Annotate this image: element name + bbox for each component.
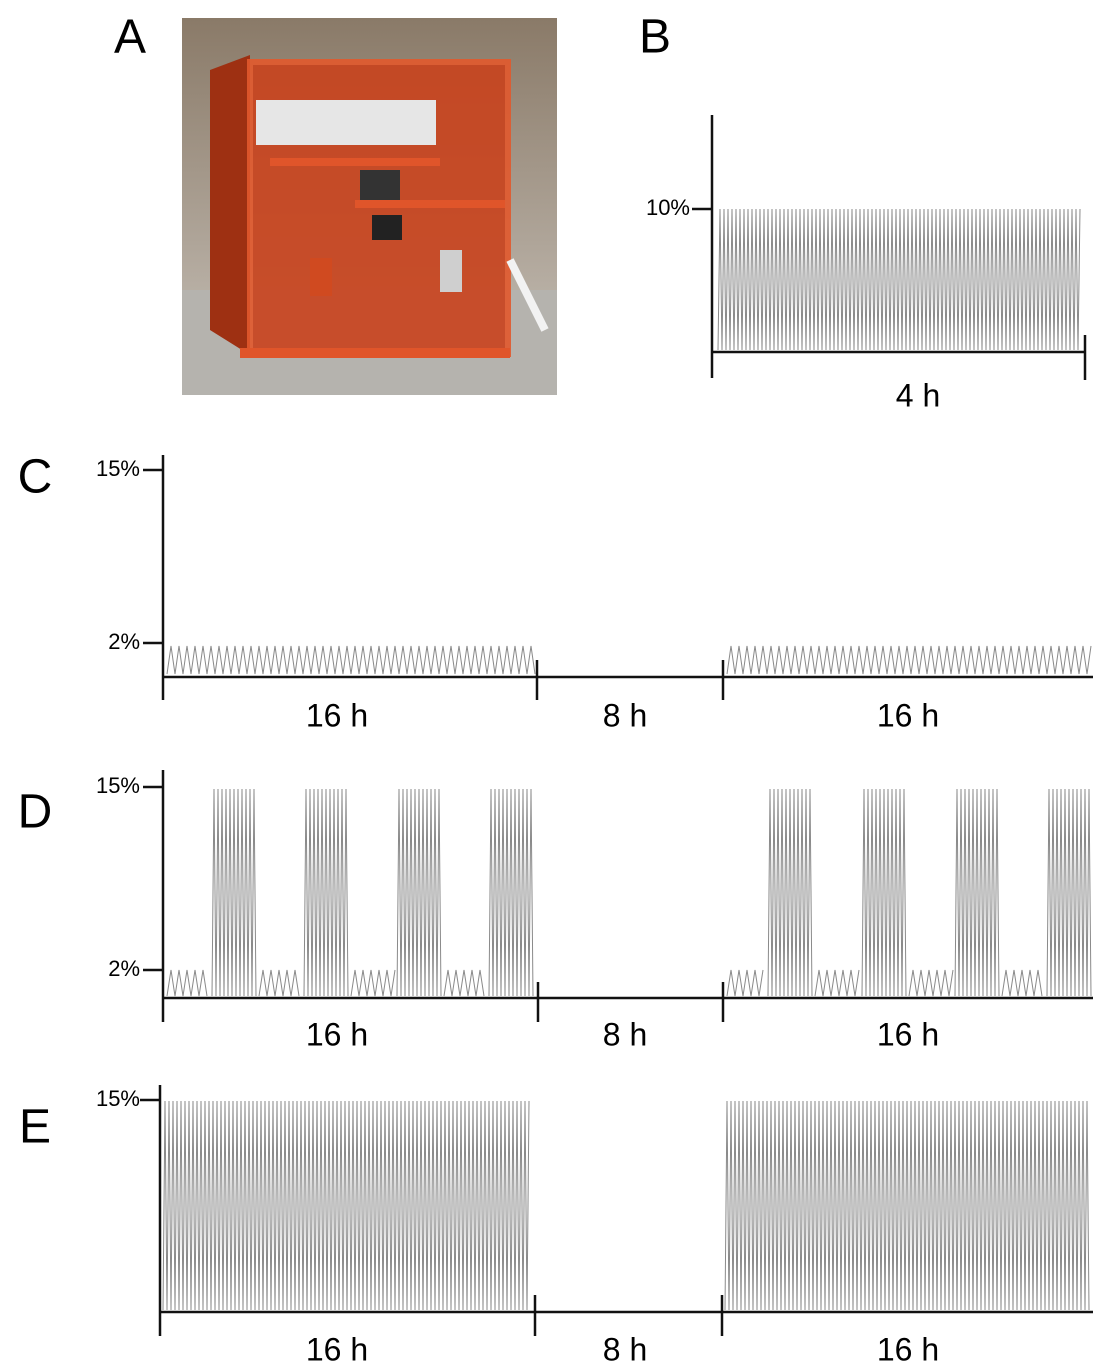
waveform: [862, 789, 906, 996]
duration-label: 8 h: [603, 1016, 647, 1052]
tick-label: 15%: [96, 1086, 140, 1111]
duration-label: 16 h: [877, 697, 939, 733]
tick-label: 2%: [108, 629, 140, 654]
panel-label: C: [18, 451, 53, 504]
duration-label: 8 h: [603, 697, 647, 733]
duration-label: 8 h: [603, 1331, 647, 1367]
waveform: [1002, 970, 1042, 996]
waveform: [259, 970, 299, 996]
duration-label: 16 h: [306, 697, 368, 733]
tick-label: 2%: [108, 956, 140, 981]
photo: [182, 18, 557, 395]
waveform: [955, 789, 999, 996]
duration-label: 16 h: [877, 1331, 939, 1367]
waveform: [167, 970, 207, 996]
waveform: [304, 789, 348, 996]
duration-label: 16 h: [306, 1016, 368, 1052]
tick-label: 10%: [646, 195, 690, 220]
waveform: [727, 646, 1091, 674]
panel-label: D: [18, 786, 53, 839]
tick-label: 15%: [96, 456, 140, 481]
duration-label: 4 h: [896, 377, 940, 413]
waveform: [351, 970, 395, 996]
panel-label: B: [639, 11, 671, 64]
waveform: [489, 789, 533, 996]
waveform: [167, 646, 535, 674]
waveform: [815, 970, 859, 996]
waveform: [718, 209, 1080, 350]
waveform: [1047, 789, 1091, 996]
figure: A B 10% 4 h C 15% 2% 16 h 8 h 16 h D 15%…: [0, 0, 1093, 1370]
waveform: [397, 789, 441, 996]
panel-label: A: [114, 11, 146, 64]
duration-label: 16 h: [306, 1331, 368, 1367]
waveform: [909, 970, 953, 996]
waveform: [163, 1101, 529, 1310]
waveform: [212, 789, 256, 996]
waveform: [727, 970, 763, 996]
waveform: [725, 1101, 1089, 1310]
tick-label: 15%: [96, 773, 140, 798]
duration-label: 16 h: [877, 1016, 939, 1052]
waveform: [444, 970, 484, 996]
panel-label: E: [19, 1101, 51, 1154]
waveform: [768, 789, 812, 996]
